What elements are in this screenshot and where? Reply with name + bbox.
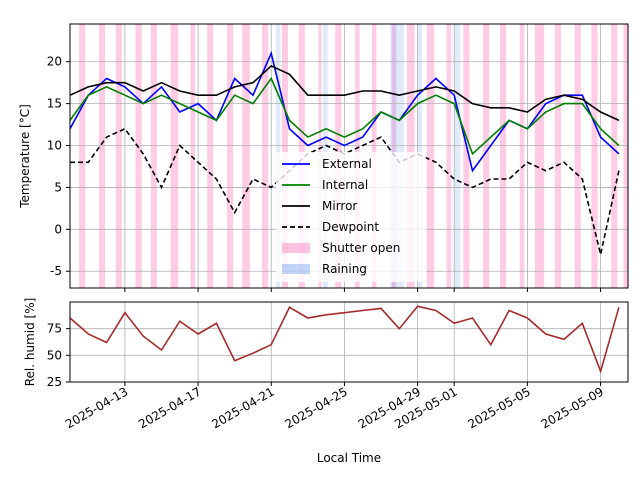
legend-swatch [282, 243, 310, 253]
shutter-open-band [227, 24, 234, 288]
top-y-tick-label: 0 [54, 222, 62, 236]
shutter-open-band [115, 24, 122, 288]
shutter-open-band [463, 24, 470, 288]
shutter-open-band [262, 24, 269, 288]
shutter-open-band [499, 24, 507, 288]
x-tick-label: 2025-04-25 [283, 384, 350, 431]
bottom-gridlines [70, 302, 628, 383]
legend-box [276, 152, 426, 282]
shutter-open-band [483, 24, 490, 288]
shutter-open-band [611, 24, 618, 288]
legend-label: Internal [322, 178, 368, 192]
shutter-open-band [535, 24, 545, 288]
legend-swatch [282, 264, 310, 274]
bottom-y-axis-label: Rel. humid [%] [23, 298, 37, 387]
x-tick-label: 2025-04-21 [209, 384, 276, 431]
bottom-y-tick-label: 75 [47, 322, 62, 336]
top-y-ticks: -5 0 5 10 15 20 [47, 55, 70, 278]
shutter-open-band [79, 24, 86, 288]
shutter-open-band [574, 24, 581, 288]
shutter-open-band [135, 24, 142, 288]
shutter-open-band [623, 24, 628, 288]
shutter-open-band [446, 24, 452, 288]
top-y-axis-label: Temperature [°C] [18, 104, 32, 209]
mirror-series-line [69, 64, 620, 122]
humidity-series-line [69, 305, 620, 374]
legend-label: Raining [322, 262, 367, 276]
x-tick-label: 2025-05-09 [539, 384, 606, 431]
shutter-open-band [519, 24, 525, 288]
top-y-tick-label: 10 [47, 139, 62, 153]
shutter-open-band [207, 24, 214, 288]
bottom-y-tick-label: 25 [47, 375, 62, 389]
legend: External Internal Mirror Dewpoint Shutter op… [276, 152, 426, 282]
legend-label: Shutter open [322, 241, 400, 255]
shutter-open-band [98, 24, 106, 288]
x-tick-label: 2025-04-13 [63, 384, 130, 431]
bottom-x-ticks: 2025-04-13 2025-04-17 2025-04-21 2025-04-25… [63, 288, 606, 431]
top-y-tick-label: 20 [47, 55, 62, 69]
legend-label: Dewpoint [322, 220, 379, 234]
top-y-tick-label: 5 [54, 180, 62, 194]
shutter-open-band [242, 24, 250, 288]
legend-label: Mirror [322, 199, 357, 213]
x-tick-label: 2025-05-05 [465, 384, 532, 431]
internal-series-line [69, 76, 620, 156]
bottom-y-tick-label: 50 [47, 348, 62, 362]
x-tick-label: 2025-04-17 [136, 384, 203, 431]
bottom-axes-frame [69, 301, 629, 383]
shutter-open-band [591, 24, 598, 288]
top-axes-frame [69, 23, 629, 289]
legend-label: External [322, 157, 372, 171]
top-y-tick-label: -5 [50, 264, 62, 278]
shutter-open-band [190, 24, 196, 288]
shutter-open-band [554, 24, 561, 288]
shutter-open-band [426, 24, 435, 288]
x-axis-label: Local Time [317, 451, 381, 465]
top-y-tick-label: 15 [47, 97, 62, 111]
shutter-open-band [150, 24, 157, 288]
bottom-series-line [69, 305, 620, 374]
temperature-panel: -5 0 5 10 15 20 Temperature [°C] External Inte… [18, 23, 629, 289]
bottom-y-ticks: 25 50 75 [47, 322, 70, 389]
raining-band [454, 24, 461, 288]
